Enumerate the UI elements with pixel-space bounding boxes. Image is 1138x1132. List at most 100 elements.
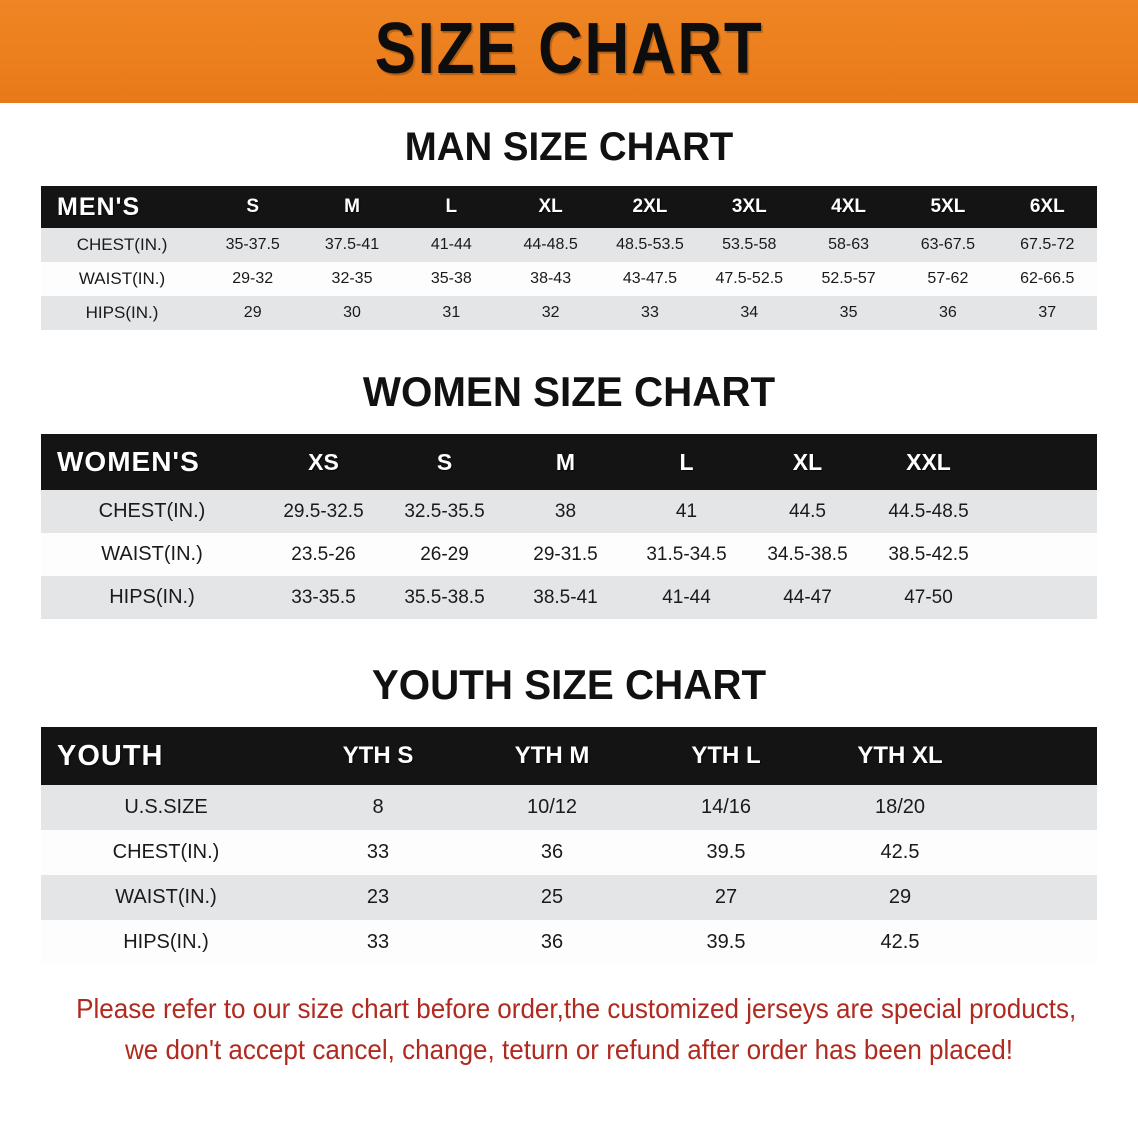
cell (987, 830, 1097, 875)
cell: 29.5-32.5 (283, 500, 364, 522)
row-label-waist: WAIST(IN.) (101, 543, 203, 565)
cell: 36 (938, 304, 957, 321)
cell: 33 (641, 304, 659, 321)
men-size-col-6xl: 6XL (1029, 196, 1065, 217)
cell: 44.5-48.5 (888, 500, 969, 522)
cell: 27 (714, 886, 738, 908)
cell: 37 (1038, 304, 1057, 321)
cell: 34.5-38.5 (767, 543, 848, 565)
cell: 47.5-52.5 (715, 270, 784, 287)
table-row: CHEST(IN.) 33 36 39.5 42.5 (41, 830, 1097, 875)
cell: 14/16 (700, 796, 752, 818)
youth-header-label: YOUTH (57, 739, 164, 772)
men-size-col-s: S (246, 196, 260, 217)
youth-size-col-empty (987, 727, 1097, 785)
cell: 35.5-38.5 (404, 586, 485, 608)
cell: 44.5 (789, 500, 826, 522)
row-label-us-size: U.S.SIZE (124, 796, 208, 818)
table-header-row: YOUTH YTH S YTH M YTH L YTH XL (41, 727, 1097, 785)
women-size-col-xs: XS (308, 448, 339, 475)
youth-table-header: YOUTH YTH S YTH M YTH L YTH XL (41, 727, 1097, 785)
youth-section-title: YOUTH SIZE CHART (371, 661, 767, 708)
cell (987, 785, 1097, 830)
women-section-title: WOMEN SIZE CHART (362, 368, 776, 415)
row-label-chest: CHEST(IN.) (76, 235, 168, 254)
cell: 8 (372, 796, 384, 818)
row-label-chest: CHEST(IN.) (112, 841, 220, 863)
women-table-body: CHEST(IN.) 29.5-32.5 32.5-35.5 38 41 44.… (41, 490, 1097, 619)
youth-size-section: YOUTH SIZE CHART YOUTH YTH S YTH M YTH L… (0, 661, 1138, 965)
row-label-hips: HIPS(IN.) (85, 303, 159, 322)
man-size-section: MAN SIZE CHART MEN'S S M L XL 2XL 3XL 4X… (0, 125, 1138, 330)
table-header-row: MEN'S S M L XL 2XL 3XL 4XL 5XL 6XL (41, 186, 1097, 228)
cell: 39.5 (706, 931, 746, 953)
men-size-col-2xl: 2XL (632, 196, 668, 217)
cell: 44-47 (783, 586, 832, 608)
women-size-col-xl: XL (792, 448, 823, 475)
cell: 10/12 (526, 796, 578, 818)
men-size-col-xl: XL (538, 196, 563, 217)
cell: 18/20 (874, 796, 926, 818)
table-row: CHEST(IN.) 35-37.5 37.5-41 41-44 44-48.5… (41, 228, 1097, 262)
cell: 23 (366, 886, 390, 908)
page-title: SIZE CHART (374, 8, 764, 89)
men-size-table: MEN'S S M L XL 2XL 3XL 4XL 5XL 6XL CHEST… (41, 186, 1097, 330)
cell (989, 533, 1097, 576)
cell: 33-35.5 (291, 586, 356, 608)
men-table-header: MEN'S S M L XL 2XL 3XL 4XL 5XL 6XL (41, 186, 1097, 228)
cell: 26-29 (420, 543, 469, 565)
cell: 63-67.5 (920, 236, 976, 253)
cell: 47-50 (904, 586, 953, 608)
women-size-col-xxl: XXL (906, 448, 951, 475)
women-size-col-empty (989, 434, 1097, 490)
cell: 33 (366, 841, 390, 863)
men-size-col-4xl: 4XL (831, 196, 866, 217)
cell: 30 (343, 304, 361, 321)
cell: 53.5-58 (722, 236, 777, 253)
women-header-label: WOMEN'S (57, 446, 200, 477)
men-size-col-m: M (344, 196, 360, 217)
table-row: U.S.SIZE 8 10/12 14/16 18/20 (41, 785, 1097, 830)
youth-size-table: YOUTH YTH S YTH M YTH L YTH XL U.S.SIZE … (41, 727, 1097, 965)
cell: 34 (740, 304, 759, 321)
cell: 52.5-57 (821, 270, 876, 287)
note-line-1: Please refer to our size chart before or… (76, 993, 1077, 1024)
return-policy-note: Please refer to our size chart before or… (76, 989, 1077, 1070)
cell: 43-47.5 (622, 270, 678, 287)
cell: 31.5-34.5 (646, 543, 727, 565)
men-header-label: MEN'S (57, 192, 141, 221)
cell (987, 920, 1097, 965)
cell: 32-35 (331, 270, 373, 287)
table-row: WAIST(IN.) 23 25 27 29 (41, 875, 1097, 920)
cell: 44-48.5 (523, 236, 578, 253)
cell: 36 (540, 931, 564, 953)
cell: 23.5-26 (291, 543, 356, 565)
row-label-hips: HIPS(IN.) (123, 931, 209, 953)
women-size-col-l: L (679, 448, 694, 475)
cell: 57-62 (927, 270, 969, 287)
women-size-section: WOMEN SIZE CHART WOMEN'S XS S M L XL XXL… (0, 368, 1138, 619)
cell (989, 576, 1097, 619)
cell: 39.5 (706, 841, 746, 863)
men-size-col-l: L (445, 196, 458, 217)
cell: 58-63 (828, 236, 870, 253)
cell: 35 (839, 304, 858, 321)
table-row: HIPS(IN.) 29 30 31 32 33 34 35 36 37 (41, 296, 1097, 330)
row-label-waist: WAIST(IN.) (115, 886, 217, 908)
note-line-2: we don't accept cancel, change, teturn o… (124, 1033, 1014, 1065)
youth-size-col-m: YTH M (514, 742, 590, 769)
cell (989, 490, 1097, 533)
youth-size-col-l: YTH L (691, 742, 761, 769)
cell: 48.5-53.5 (616, 236, 684, 253)
cell: 38-43 (530, 270, 572, 287)
table-row: HIPS(IN.) 33-35.5 35.5-38.5 38.5-41 41-4… (41, 576, 1097, 619)
cell: 32 (541, 304, 560, 321)
women-size-table: WOMEN'S XS S M L XL XXL CHEST(IN.) 29.5-… (41, 434, 1097, 619)
cell: 38.5-41 (533, 586, 598, 608)
page-banner: SIZE CHART (0, 0, 1138, 103)
row-label-hips: HIPS(IN.) (109, 586, 195, 608)
cell: 29 (888, 886, 912, 908)
cell: 29-31.5 (533, 543, 598, 565)
cell: 67.5-72 (1020, 236, 1075, 253)
cell: 29 (243, 304, 262, 321)
